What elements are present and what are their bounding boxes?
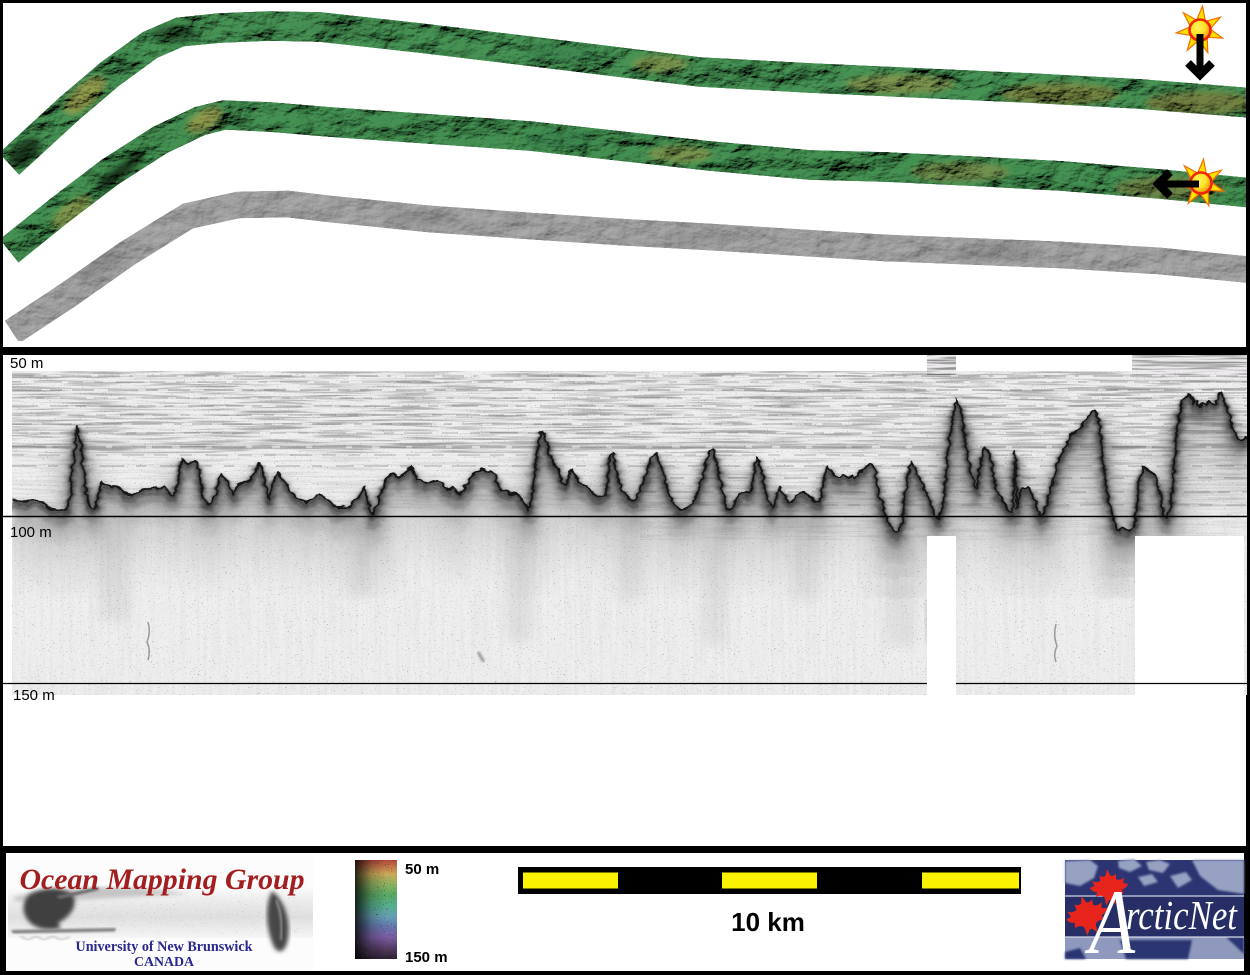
svg-text:150 m: 150 m [13,687,55,704]
svg-text:CANADA: CANADA [134,955,195,970]
svg-text:10 km: 10 km [731,907,805,937]
svg-text:50 m: 50 m [10,355,43,372]
svg-text:University of New Brunswick: University of New Brunswick [76,939,254,955]
svg-text:150 m: 150 m [405,949,448,966]
svg-text:Ocean Mapping Group: Ocean Mapping Group [20,863,305,896]
svg-text:100 m: 100 m [10,524,52,541]
svg-text:rcticNet: rcticNet [1126,892,1238,938]
svg-text:50 m: 50 m [405,861,439,878]
svg-text:A: A [1085,872,1136,974]
